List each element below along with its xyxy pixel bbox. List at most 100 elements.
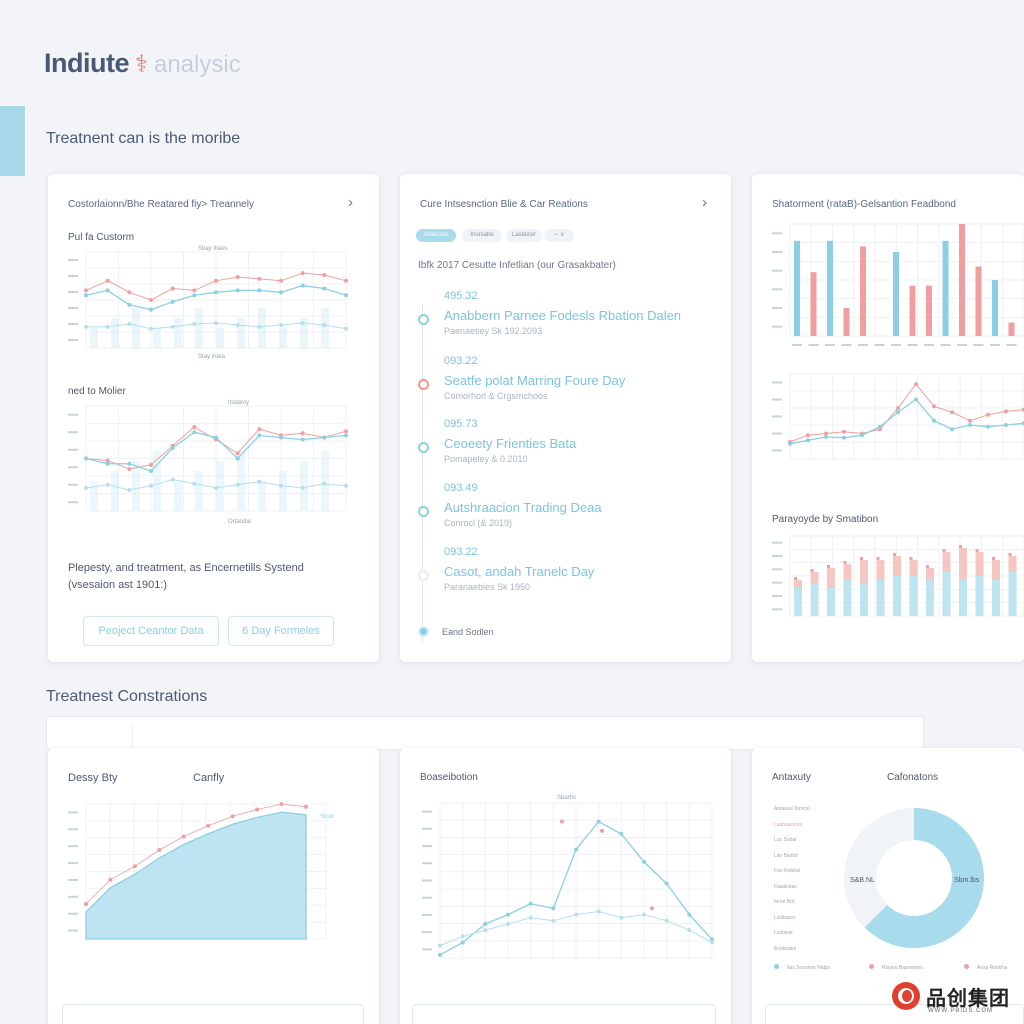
filter-pill[interactable]: Inursabe bbox=[462, 229, 502, 242]
data-point bbox=[255, 807, 260, 812]
timeline-node-icon bbox=[418, 506, 429, 517]
chart-legend: Sbuo bbox=[320, 814, 335, 820]
bar bbox=[794, 240, 800, 336]
bar bbox=[942, 240, 949, 336]
series-line bbox=[789, 398, 1024, 445]
data-point bbox=[878, 424, 882, 429]
filter-dropdown[interactable]: ∽ ∨ bbox=[544, 229, 574, 242]
data-point bbox=[986, 424, 990, 429]
bar bbox=[90, 328, 98, 348]
app-logo[interactable]: Indiute ⚕ analysic bbox=[44, 48, 241, 79]
tab-active[interactable] bbox=[53, 725, 133, 751]
bar-segment bbox=[876, 560, 885, 580]
data-point bbox=[438, 952, 442, 957]
bar-segment bbox=[843, 564, 852, 580]
bar-segment bbox=[1008, 572, 1017, 616]
timeline-subtitle: Ibfk 2017 Cesutte Infetlian (our Grasakb… bbox=[418, 260, 616, 271]
chevron-right-icon[interactable]: › bbox=[348, 194, 353, 211]
data-point bbox=[619, 832, 624, 836]
chart-legend: Ilas Sosonon Nalps Rlayou Bapoutnes Ansp R… bbox=[774, 964, 1024, 976]
bar bbox=[810, 272, 817, 336]
data-point bbox=[986, 412, 990, 417]
category-list-item: Lasbaacleos bbox=[774, 821, 803, 828]
timeline-value: 093.22 bbox=[444, 546, 478, 558]
data-point bbox=[300, 271, 305, 276]
bar-marker bbox=[843, 561, 847, 564]
bar-segment bbox=[893, 556, 901, 576]
project-center-data-button[interactable]: Peoject Ceantor Data bbox=[83, 616, 219, 646]
data-point bbox=[642, 912, 646, 917]
bar-segment bbox=[860, 560, 868, 584]
timeline-subtitle: Conrocl (& 2019) bbox=[444, 518, 513, 528]
data-point bbox=[460, 940, 465, 945]
tick-label bbox=[772, 568, 782, 571]
bar bbox=[321, 451, 329, 511]
tick-label bbox=[990, 344, 1000, 346]
data-point bbox=[300, 283, 305, 288]
legend-dot-icon bbox=[869, 964, 874, 969]
chevron-right-icon[interactable]: › bbox=[702, 194, 707, 211]
tick-label bbox=[772, 555, 782, 557]
tick-label bbox=[772, 398, 782, 401]
data-point bbox=[235, 482, 240, 487]
tick-label bbox=[772, 541, 782, 544]
tick-label bbox=[858, 344, 868, 346]
tick-label bbox=[68, 259, 78, 261]
footer-radio-icon[interactable] bbox=[418, 626, 429, 637]
bar bbox=[1008, 322, 1015, 336]
bar bbox=[237, 451, 245, 511]
data-point bbox=[914, 382, 918, 387]
data-point bbox=[170, 477, 175, 482]
data-point bbox=[300, 437, 305, 442]
tick-label bbox=[1006, 344, 1017, 346]
tick-label bbox=[68, 466, 78, 469]
card-title-secondary: Cafonatons bbox=[887, 772, 939, 783]
category-list-item: Ecobsatoi bbox=[774, 945, 796, 952]
data-point bbox=[257, 288, 262, 293]
bar-segment bbox=[926, 580, 934, 616]
data-point bbox=[84, 902, 88, 906]
data-point bbox=[460, 934, 465, 939]
bar-marker bbox=[876, 557, 880, 560]
tick-label bbox=[422, 913, 432, 916]
bar-marker bbox=[959, 545, 962, 548]
data-point bbox=[235, 456, 240, 461]
tick-label bbox=[772, 581, 782, 584]
data-point bbox=[506, 912, 510, 917]
data-point bbox=[192, 288, 197, 293]
filter-pill[interactable]: Laslaicer bbox=[506, 229, 542, 242]
tick-label bbox=[924, 344, 934, 346]
data-point bbox=[127, 461, 132, 466]
data-point bbox=[279, 290, 283, 295]
tick-label bbox=[68, 929, 78, 932]
data-point bbox=[560, 819, 564, 824]
tick-label bbox=[422, 948, 432, 951]
donut-slice bbox=[864, 808, 984, 948]
data-point bbox=[322, 322, 327, 327]
filter-pill-active[interactable]: Inlaicuns bbox=[416, 229, 456, 242]
area-chart bbox=[68, 802, 327, 940]
data-point bbox=[84, 324, 88, 329]
timeline-subtitle: Comorhorl & Crgsmchoos bbox=[444, 391, 548, 401]
side-accent-tab[interactable] bbox=[0, 106, 25, 176]
bar-segment bbox=[992, 580, 1000, 616]
tick-label bbox=[68, 448, 78, 451]
data-point bbox=[710, 937, 714, 942]
data-point bbox=[214, 290, 218, 295]
tick-label bbox=[68, 307, 78, 309]
bar-segment bbox=[909, 560, 918, 576]
donut-chart: S&B.NL Sbm.lbs bbox=[844, 808, 984, 948]
tick-label bbox=[772, 251, 782, 253]
timeline-value: 093.22 bbox=[444, 355, 478, 367]
data-point bbox=[84, 293, 88, 298]
area-series bbox=[85, 811, 307, 940]
legend-item: Ilas Sosonon Nalps bbox=[774, 964, 830, 971]
bar-segment bbox=[860, 584, 868, 616]
data-point bbox=[788, 441, 792, 446]
data-point bbox=[279, 322, 283, 327]
bar-segment bbox=[810, 572, 819, 584]
data-point bbox=[105, 278, 110, 283]
tick-label bbox=[772, 381, 782, 384]
day-formulas-button[interactable]: 6 Day Formeles bbox=[228, 616, 334, 646]
data-point bbox=[105, 324, 110, 329]
